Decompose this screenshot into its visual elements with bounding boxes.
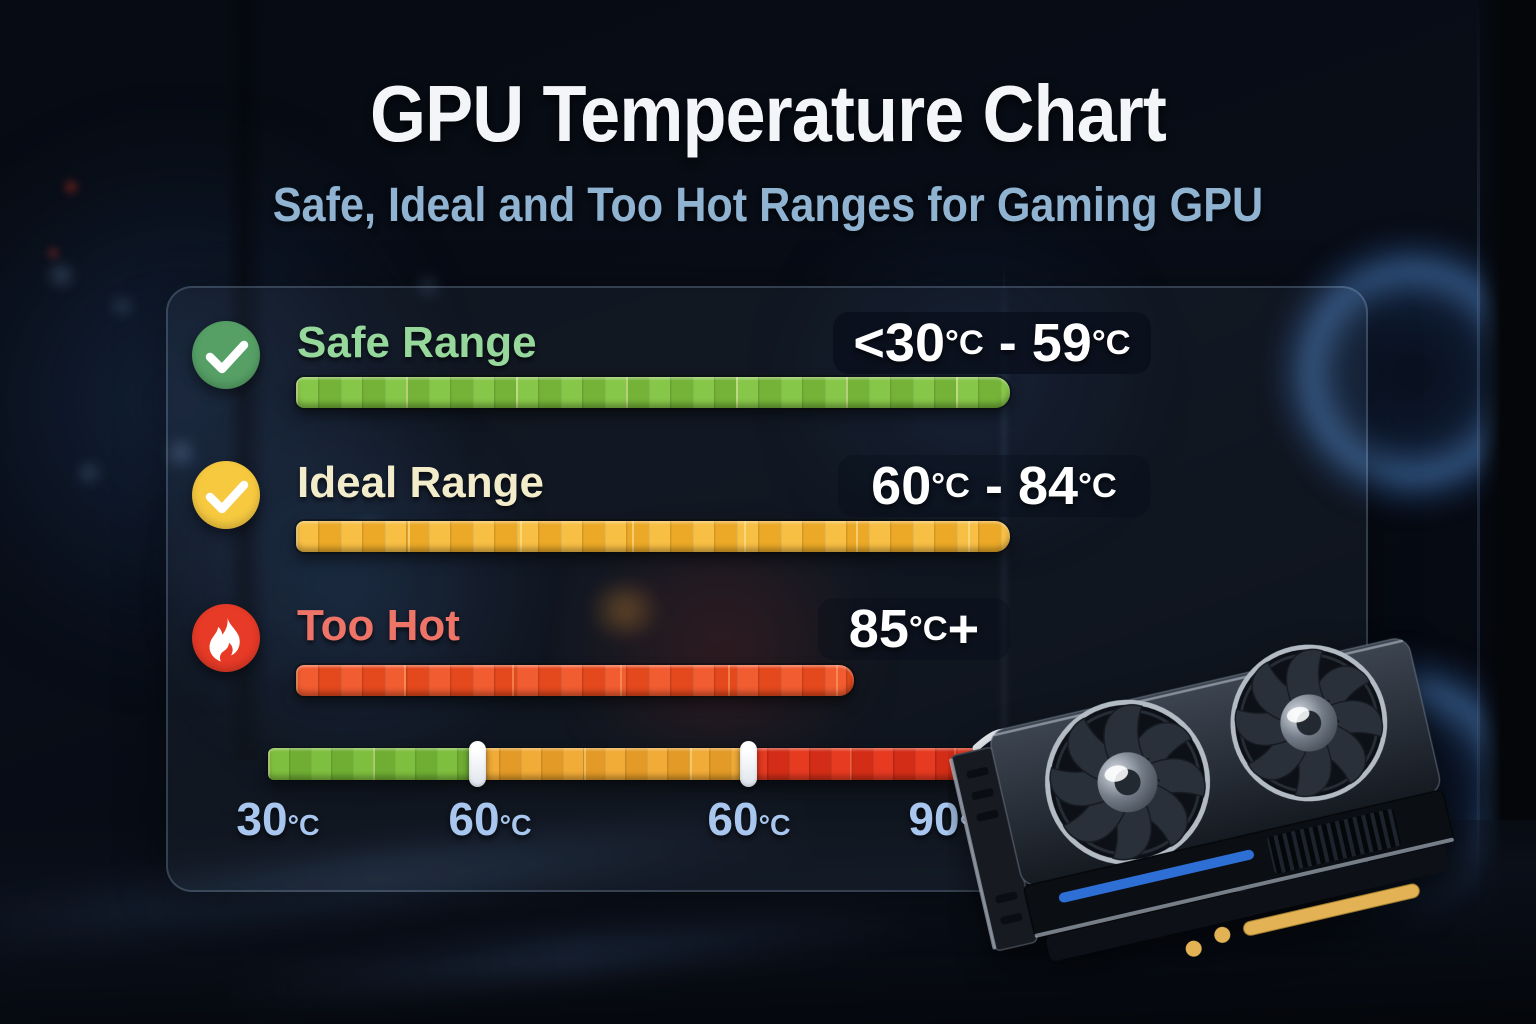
tick-value: 90 bbox=[908, 793, 960, 845]
scale-yellow-segment bbox=[478, 748, 746, 780]
gpu-gold-dot bbox=[1185, 940, 1202, 957]
separator-text: + bbox=[947, 599, 980, 659]
unit-text: °C bbox=[1091, 323, 1131, 362]
gpu-gold-dot bbox=[1214, 926, 1231, 943]
separator-text: - bbox=[983, 313, 1032, 373]
flame-icon bbox=[209, 616, 240, 662]
background-keyboard-streak bbox=[219, 899, 921, 1013]
temperature-scale-bar bbox=[268, 748, 978, 780]
too-hot-label: Too Hot bbox=[297, 601, 460, 650]
page-title: GPU Temperature Chart bbox=[370, 69, 1167, 158]
tick-value: 60 bbox=[707, 793, 759, 845]
bokeh-dot bbox=[48, 262, 74, 288]
unit-text: °C bbox=[1078, 466, 1117, 505]
safe-status-badge bbox=[192, 321, 260, 389]
too-hot-status-badge bbox=[192, 604, 260, 672]
check-icon bbox=[205, 340, 249, 374]
bokeh-dot bbox=[112, 296, 132, 316]
too-hot-value: 85 °C + bbox=[818, 598, 1010, 660]
scale-green-segment bbox=[268, 748, 478, 780]
scale-tick-60c-2: 60°C bbox=[707, 796, 790, 842]
value-text: 84 bbox=[1018, 456, 1079, 516]
tick-value: 60 bbox=[448, 793, 500, 845]
ideal-status-badge bbox=[192, 461, 260, 529]
unit-text: °C bbox=[908, 609, 948, 648]
safe-range-value: <30 °C - 59 °C bbox=[833, 312, 1151, 374]
scale-tick-30c: 30°C bbox=[236, 796, 319, 842]
red-led-speck bbox=[46, 246, 60, 260]
scale-threshold-marker bbox=[469, 741, 486, 787]
tick-unit: °C bbox=[758, 810, 791, 842]
gpu-blue-accent-stripe bbox=[1058, 849, 1254, 903]
separator-text: - bbox=[970, 456, 1018, 516]
unit-text: °C bbox=[931, 466, 970, 505]
graphics-card-image bbox=[949, 585, 1454, 961]
value-text: 59 bbox=[1031, 313, 1092, 373]
tick-unit: °C bbox=[499, 810, 532, 842]
tick-value: 30 bbox=[236, 793, 288, 845]
unit-text: °C bbox=[945, 323, 984, 362]
too-hot-bar bbox=[296, 665, 854, 696]
value-text: 60 bbox=[871, 456, 932, 516]
scale-threshold-marker bbox=[740, 741, 757, 787]
bokeh-dot bbox=[78, 462, 100, 484]
tick-unit: °C bbox=[287, 810, 320, 842]
check-icon bbox=[205, 480, 249, 514]
value-text: <30 bbox=[853, 313, 945, 373]
value-text: 85 bbox=[848, 599, 909, 659]
gpu-pcie-connector bbox=[1243, 883, 1420, 936]
gpu-side-vents bbox=[1267, 808, 1401, 874]
ideal-range-value: 60 °C - 84 °C bbox=[838, 455, 1150, 517]
scale-tick-60c: 60°C bbox=[448, 796, 531, 842]
page-subtitle: Safe, Ideal and Too Hot Ranges for Gamin… bbox=[272, 179, 1264, 232]
ideal-range-label: Ideal Range bbox=[297, 458, 544, 507]
ideal-range-bar bbox=[296, 521, 1010, 552]
safe-range-label: Safe Range bbox=[297, 318, 537, 367]
graphics-card-body bbox=[949, 617, 1454, 961]
scale-red-segment bbox=[746, 748, 978, 780]
safe-range-bar bbox=[296, 377, 1010, 408]
